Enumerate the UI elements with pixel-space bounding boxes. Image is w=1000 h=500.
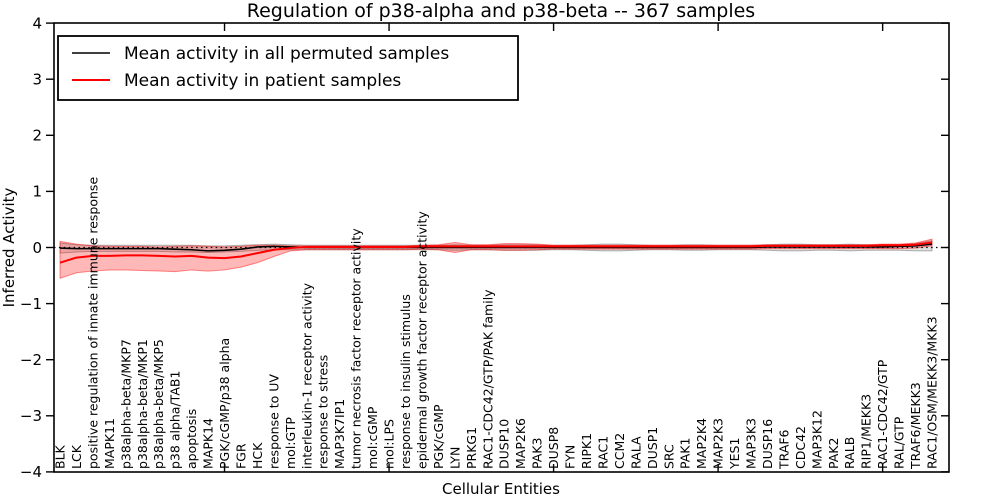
- x-category-label: SRC: [661, 444, 676, 469]
- x-category-label: PGK/cGMP: [431, 404, 446, 469]
- x-category-label: response to insulin stimulus: [398, 294, 413, 469]
- y-axis-label: Inferred Activity: [0, 187, 18, 307]
- x-category-label: MAP2K6: [513, 418, 528, 469]
- x-category-label: positive regulation of innate immune res…: [85, 177, 100, 469]
- x-category-label: RIP1/MEKK3: [859, 394, 874, 469]
- x-category-label: RAC1-CDC42/GTP: [875, 359, 890, 469]
- x-category-label: MAP2K4: [694, 418, 709, 469]
- x-category-label: MAP3K3: [744, 418, 759, 469]
- x-category-label: response to UV: [266, 374, 281, 469]
- x-category-label: BLK: [53, 444, 68, 469]
- x-category-label: MAP2K3: [711, 418, 726, 469]
- x-category-label: MAP3K12: [809, 410, 824, 469]
- x-category-label: PRKG1: [464, 427, 479, 469]
- x-axis-label: Cellular Entities: [442, 480, 560, 498]
- x-category-label: LYN: [447, 447, 462, 469]
- y-tick-label: 1: [32, 183, 42, 201]
- x-category-label: CCM2: [612, 433, 627, 469]
- x-category-label: RAC1/OSM/MEKK3/MKK3: [925, 316, 940, 469]
- y-tick-label: −4: [20, 463, 42, 481]
- x-category-label: YES1: [727, 438, 742, 470]
- x-category-label: MAPK14: [201, 418, 216, 469]
- x-category-label: mol:LPS: [382, 419, 397, 469]
- x-category-label: p38 alpha/TAB1: [168, 371, 183, 469]
- x-category-label: mol:GTP: [283, 417, 298, 469]
- legend-label-permuted: Mean activity in all permuted samples: [124, 44, 449, 64]
- x-category-label: PAK3: [530, 438, 545, 469]
- y-tick-label: −2: [20, 351, 42, 369]
- x-category-label: TRAF6: [776, 429, 791, 470]
- y-tick-label: −1: [20, 295, 42, 313]
- x-category-label: p38alpha-beta/MKP1: [135, 339, 150, 469]
- plot-area: 4 3 2 1 0 −1 −2 −3 −4 BLK LCK positive regulation o…: [20, 14, 950, 481]
- x-category-label: RAC1: [595, 436, 610, 469]
- x-category-label: LCK: [69, 444, 84, 469]
- x-category-label: DUSP16: [760, 419, 775, 469]
- x-category-label: p38alpha-beta/MKP7: [118, 339, 133, 469]
- permuted-mean-line: [59, 243, 933, 252]
- legend: Mean activity in all permuted samples Mea…: [57, 35, 519, 101]
- legend-label-patient: Mean activity in patient samples: [124, 71, 401, 91]
- x-category-label: epidermal growth factor receptor activit…: [414, 211, 429, 469]
- x-category-label: mol:cGMP: [365, 406, 380, 469]
- y-tick-label: 2: [32, 127, 42, 145]
- y-tick-label: 3: [32, 70, 42, 88]
- x-category-label: FYN: [563, 445, 578, 469]
- x-category-label: PAK2: [826, 438, 841, 469]
- patient-mean-line: [59, 241, 933, 264]
- y-tick-label: −3: [20, 407, 42, 425]
- x-category-label: FGR: [233, 443, 248, 469]
- x-category-label: PAK1: [678, 438, 693, 469]
- x-category-label: CDC42: [793, 426, 808, 469]
- x-category-label: HCK: [250, 442, 265, 469]
- x-category-label: RIPK1: [579, 433, 594, 469]
- x-category-label: TRAF6/MEKK3: [908, 382, 923, 470]
- x-category-label: RALA: [628, 436, 643, 469]
- x-category-label: MAP3K7IP1: [332, 399, 347, 469]
- x-category-label: DUSP1: [645, 427, 660, 469]
- x-category-label: PGK/cGMP/p38 alpha: [217, 338, 232, 469]
- y-tick-label: 4: [32, 14, 42, 32]
- x-category-label: RAL/GTP: [892, 416, 907, 469]
- x-category-label: interleukin-1 receptor activity: [299, 282, 314, 469]
- chart-title: Regulation of p38-alpha and p38-beta -- …: [247, 0, 755, 22]
- x-category-label: DUSP10: [497, 419, 512, 469]
- x-category-label: p38alpha-beta/MKP5: [151, 339, 166, 469]
- x-category-label: RALB: [842, 437, 857, 469]
- x-category-label: MAPK11: [102, 418, 117, 469]
- y-tick-label: 0: [32, 239, 42, 257]
- x-category-label: RAC1-CDC42/GTP/PAK family: [480, 289, 495, 469]
- legend-box: [57, 35, 519, 101]
- x-category-label: response to stress: [316, 355, 331, 469]
- x-category-label: tumor necrosis factor receptor activity: [349, 228, 364, 469]
- x-category-label: apoptosis: [184, 409, 199, 469]
- x-category-label: DUSP8: [546, 427, 561, 469]
